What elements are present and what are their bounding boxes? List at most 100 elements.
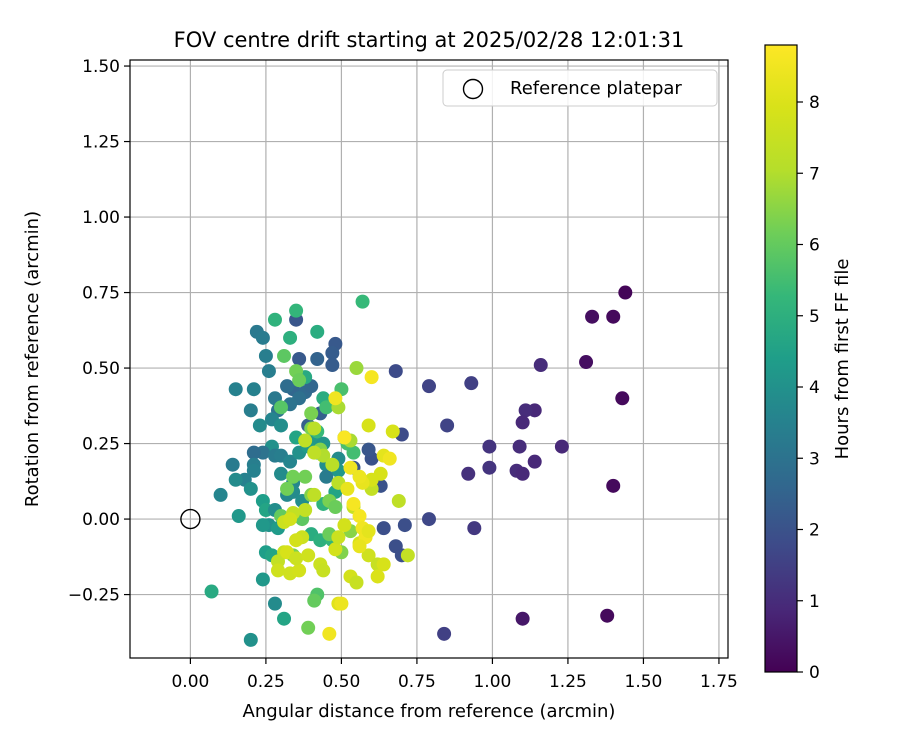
scatter-point [361, 442, 376, 457]
scatter-point [292, 563, 307, 578]
scatter-point [274, 418, 289, 433]
y-tick-label: 0.00 [82, 510, 120, 530]
y-tick-label: 1.25 [82, 133, 120, 153]
scatter-point [364, 370, 379, 385]
scatter-point [518, 403, 533, 418]
scatter-point [349, 361, 364, 376]
scatter-point [304, 406, 319, 421]
scatter-point [512, 439, 527, 454]
scatter-point [352, 509, 367, 524]
scatter-point [328, 391, 343, 406]
x-tick-label: 0.75 [398, 672, 436, 692]
scatter-point [325, 358, 340, 373]
scatter-point [307, 421, 322, 436]
scatter-point [331, 530, 346, 545]
scatter-point [352, 469, 367, 484]
scatter-point [554, 439, 569, 454]
colorbar-tick-label: 6 [809, 236, 820, 256]
scatter-point [246, 445, 261, 460]
x-tick-label: 0.50 [322, 672, 360, 692]
axis-ticks: 0.00 0.25 0.50 0.75 1.00 1.25 1.50 1.75 −0.25 0.0… [68, 57, 738, 692]
scatter-point [328, 499, 343, 514]
scatter-point [482, 460, 497, 475]
colorbar-ticks: 0 1 2 3 4 5 6 7 8 [797, 93, 820, 683]
scatter-point [283, 512, 298, 527]
x-tick-label: 0.25 [247, 672, 285, 692]
scatter-point [618, 285, 633, 300]
scatter-point [246, 382, 261, 397]
scatter-point [307, 593, 322, 608]
scatter-point [376, 557, 391, 572]
scatter-point [267, 596, 282, 611]
colorbar-tick-label: 3 [809, 449, 820, 469]
x-tick-label: 0.00 [171, 672, 209, 692]
scatter-point [391, 493, 406, 508]
plot-frame [129, 59, 729, 659]
scatter-point [258, 348, 273, 363]
scatter-point [243, 481, 258, 496]
scatter-point [322, 626, 337, 641]
scatter-point [328, 542, 343, 557]
scatter-point [246, 463, 261, 478]
scatter-point [204, 584, 219, 599]
scatter-point [274, 400, 289, 415]
scatter-point [579, 355, 594, 370]
chart-title: FOV centre drift starting at 2025/02/28 … [174, 28, 685, 52]
scatter-point [515, 415, 530, 430]
scatter-point [301, 620, 316, 635]
grid-lines [130, 60, 728, 658]
legend-frame [442, 69, 718, 107]
x-tick-label: 1.00 [473, 672, 511, 692]
scatter-point [267, 312, 282, 327]
scatter-point [307, 445, 322, 460]
scatter-point [228, 382, 243, 397]
colorbar-label: Hours from first FF file [832, 259, 853, 460]
scatter-point [355, 294, 370, 309]
scatter-point [277, 348, 292, 363]
scatter-point [400, 548, 415, 563]
scatter-point [301, 548, 316, 563]
legend-label: Reference platepar [510, 78, 682, 99]
x-tick-label: 1.25 [549, 672, 587, 692]
scatter-point [228, 472, 243, 487]
data-points [180, 285, 633, 647]
scatter-point [349, 575, 364, 590]
colorbar-tick-label: 2 [809, 521, 820, 541]
scatter-point [467, 521, 482, 536]
scatter-point [606, 309, 621, 324]
x-tick-label: 1.75 [700, 672, 738, 692]
scatter-point [325, 457, 340, 472]
scatter-point [255, 518, 270, 533]
scatter-point [482, 439, 497, 454]
scatter-point [515, 611, 530, 626]
scatter-point [376, 521, 391, 536]
scatter-point [464, 376, 479, 391]
scatter-point [289, 533, 304, 548]
scatter-point [319, 469, 334, 484]
scatter-point [385, 424, 400, 439]
scatter-point [307, 487, 322, 502]
scatter-point [277, 611, 292, 626]
scatter-point [310, 324, 325, 339]
scatter-point [252, 418, 267, 433]
scatter-point [337, 518, 352, 533]
scatter-point [298, 433, 313, 448]
y-tick-label: 1.00 [82, 208, 120, 228]
scatter-point [422, 512, 436, 527]
scatter-point [337, 430, 352, 445]
scatter-point [361, 524, 376, 539]
legend: Reference platepar [442, 69, 718, 107]
scatter-point [388, 364, 403, 379]
scatter-point [585, 309, 600, 324]
scatter-point [334, 596, 349, 611]
reference-platepar-marker [180, 508, 201, 530]
legend-reference-marker [462, 78, 484, 100]
scatter-point [437, 626, 452, 641]
scatter-point [325, 345, 340, 360]
scatter-point [243, 403, 258, 418]
scatter-point [283, 330, 298, 345]
y-tick-label: 0.75 [82, 284, 120, 304]
scatter-point [292, 373, 307, 388]
scatter-point [422, 379, 436, 394]
scatter-point [606, 478, 621, 493]
